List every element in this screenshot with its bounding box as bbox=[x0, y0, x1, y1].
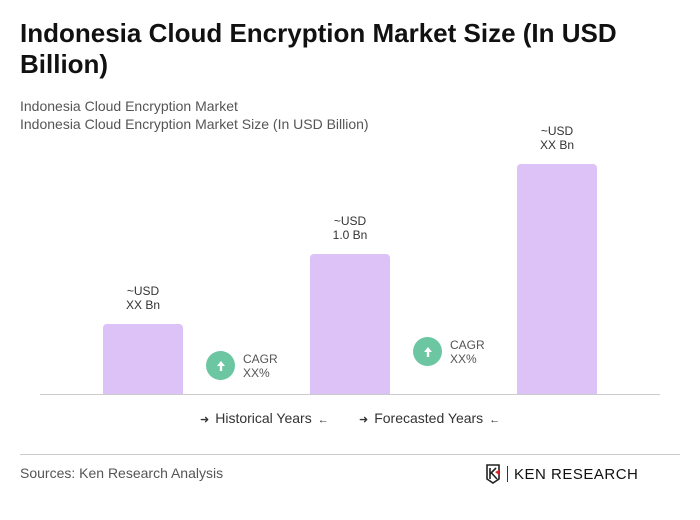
x-axis bbox=[40, 394, 660, 395]
chart-title: Indonesia Cloud Encryption Market Size (… bbox=[20, 18, 617, 79]
arrow-left-icon: ← bbox=[489, 414, 501, 426]
divider bbox=[20, 454, 680, 455]
data-label: ~USD XX Bn bbox=[125, 284, 161, 312]
source-note: Sources: Ken Research Analysis bbox=[20, 465, 224, 481]
cagr-label: CAGR bbox=[450, 337, 485, 352]
legend-historical: ➜ Historical Years ← bbox=[200, 410, 335, 426]
data-label: ~USD XX Bn bbox=[539, 124, 575, 153]
arrow-left-icon: ← bbox=[317, 414, 329, 426]
bar bbox=[517, 164, 597, 394]
cagr-label: CAGR bbox=[243, 351, 278, 366]
cagr-annotation-2: CAGR XX% bbox=[413, 337, 485, 366]
bar bbox=[103, 324, 183, 394]
cagr-annotation-1: CAGR XX% bbox=[206, 351, 278, 380]
data-label: ~USD 1.0 Bn bbox=[332, 214, 368, 242]
cagr-value: XX% bbox=[450, 351, 477, 366]
legend-label: Forecasted Years bbox=[374, 410, 484, 426]
ken-research-logo: KEN RESEARCH bbox=[486, 464, 638, 484]
chart-subtitle: Indonesia Cloud Encryption Market bbox=[20, 98, 238, 114]
logo-mark-icon bbox=[486, 464, 500, 484]
arrow-up-icon bbox=[206, 351, 235, 380]
bar bbox=[310, 254, 390, 394]
arrow-right-icon: ➜ bbox=[359, 414, 369, 426]
legend-forecasted: ➜ Forecasted Years ← bbox=[359, 410, 506, 426]
chart-subtitle-2: Indonesia Cloud Encryption Market Size (… bbox=[20, 116, 369, 132]
arrow-right-icon: ➜ bbox=[200, 414, 210, 426]
logo-text: KEN RESEARCH bbox=[514, 465, 639, 483]
arrow-up-icon bbox=[413, 337, 442, 366]
cagr-value: XX% bbox=[243, 365, 270, 380]
legend-label: Historical Years bbox=[215, 410, 312, 426]
